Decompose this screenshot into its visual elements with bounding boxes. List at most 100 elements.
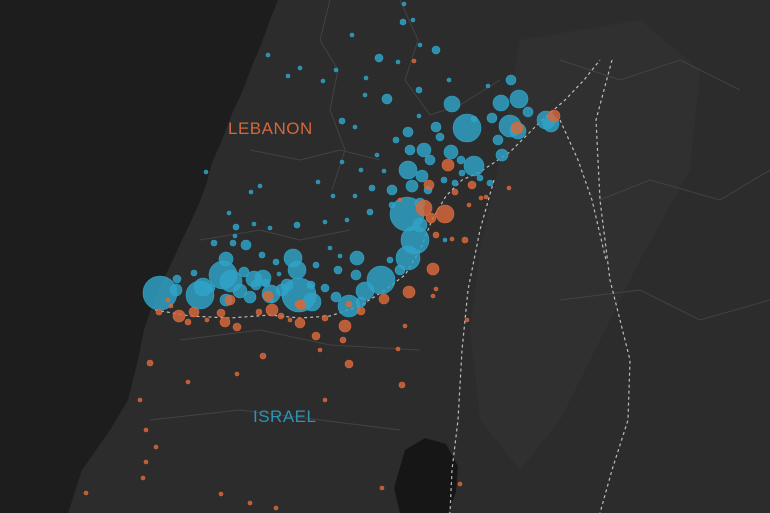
blue-event-dot[interactable] (208, 260, 238, 290)
orange-event-dot[interactable] (441, 158, 455, 172)
blue-event-dot[interactable] (238, 266, 250, 278)
orange-event-dot[interactable] (379, 485, 385, 491)
blue-event-dot[interactable] (344, 217, 350, 223)
blue-event-dot[interactable] (394, 264, 406, 276)
blue-event-dot[interactable] (399, 18, 407, 26)
orange-event-dot[interactable] (143, 459, 149, 465)
blue-event-dot[interactable] (248, 189, 254, 195)
blue-event-dot[interactable] (226, 210, 232, 216)
orange-event-dot[interactable] (356, 306, 366, 316)
blue-event-dot[interactable] (330, 193, 336, 199)
blue-event-dot[interactable] (327, 245, 333, 251)
orange-event-dot[interactable] (478, 195, 484, 201)
orange-event-dot[interactable] (259, 352, 267, 360)
blue-event-dot[interactable] (251, 221, 257, 227)
blue-event-dot[interactable] (257, 183, 263, 189)
orange-event-dot[interactable] (506, 185, 512, 191)
blue-event-dot[interactable] (338, 117, 346, 125)
blue-event-dot[interactable] (398, 160, 418, 180)
orange-event-dot[interactable] (467, 180, 477, 190)
orange-event-dot[interactable] (411, 58, 417, 64)
orange-event-dot[interactable] (402, 285, 416, 299)
orange-event-dot[interactable] (140, 475, 146, 481)
blue-event-dot[interactable] (443, 144, 459, 160)
orange-event-dot[interactable] (415, 199, 433, 217)
orange-event-dot[interactable] (322, 397, 328, 403)
orange-event-dot[interactable] (339, 336, 347, 344)
orange-event-dot[interactable] (433, 286, 439, 292)
blue-event-dot[interactable] (435, 132, 445, 142)
blue-event-dot[interactable] (240, 239, 252, 251)
orange-event-dot[interactable] (294, 300, 302, 308)
orange-event-dot[interactable] (232, 322, 242, 332)
blue-event-dot[interactable] (470, 115, 478, 123)
orange-event-dot[interactable] (262, 290, 274, 302)
orange-event-dot[interactable] (234, 371, 240, 377)
orange-event-dot[interactable] (277, 312, 285, 320)
blue-event-dot[interactable] (232, 283, 248, 299)
blue-event-dot[interactable] (337, 253, 343, 259)
orange-event-dot[interactable] (398, 381, 406, 389)
orange-event-dot[interactable] (247, 500, 253, 506)
blue-event-dot[interactable] (492, 94, 510, 112)
blue-event-dot[interactable] (265, 52, 271, 58)
blue-event-dot[interactable] (206, 283, 216, 293)
orange-event-dot[interactable] (184, 318, 192, 326)
blue-event-dot[interactable] (495, 148, 509, 162)
orange-event-dot[interactable] (397, 197, 403, 203)
blue-event-dot[interactable] (355, 296, 367, 308)
blue-event-dot[interactable] (363, 75, 369, 81)
blue-event-dot[interactable] (320, 283, 330, 293)
blue-event-dot[interactable] (297, 65, 303, 71)
blue-event-dot[interactable] (442, 237, 448, 243)
blue-event-dot[interactable] (349, 250, 365, 266)
blue-event-dot[interactable] (416, 113, 422, 119)
orange-event-dot[interactable] (426, 262, 440, 276)
orange-event-dot[interactable] (432, 231, 440, 239)
orange-event-dot[interactable] (466, 202, 472, 208)
orange-event-dot[interactable] (402, 323, 408, 329)
orange-event-dot[interactable] (137, 397, 143, 403)
blue-event-dot[interactable] (350, 269, 362, 281)
orange-event-dot[interactable] (461, 236, 469, 244)
blue-event-dot[interactable] (285, 73, 291, 79)
orange-event-dot[interactable] (155, 308, 163, 316)
blue-event-dot[interactable] (440, 176, 448, 184)
blue-event-dot[interactable] (352, 124, 358, 130)
blue-event-dot[interactable] (315, 179, 321, 185)
blue-event-dot[interactable] (492, 134, 504, 146)
orange-event-dot[interactable] (451, 188, 459, 196)
blue-event-dot[interactable] (401, 1, 407, 7)
blue-event-dot[interactable] (210, 239, 218, 247)
blue-event-dot[interactable] (280, 278, 294, 292)
orange-event-dot[interactable] (378, 293, 390, 305)
blue-event-dot[interactable] (463, 155, 485, 177)
blue-event-dot[interactable] (456, 155, 466, 165)
blue-event-dot[interactable] (509, 89, 529, 109)
blue-event-dot[interactable] (415, 86, 423, 94)
blue-event-dot[interactable] (381, 93, 393, 105)
orange-event-dot[interactable] (547, 109, 561, 123)
blue-event-dot[interactable] (276, 271, 282, 277)
blue-event-dot[interactable] (374, 152, 380, 158)
blue-event-dot[interactable] (322, 219, 328, 225)
blue-event-dot[interactable] (476, 174, 484, 182)
orange-event-dot[interactable] (317, 347, 323, 353)
blue-event-dot[interactable] (306, 280, 316, 290)
orange-event-dot[interactable] (457, 481, 463, 487)
blue-event-dot[interactable] (446, 77, 452, 83)
blue-event-dot[interactable] (381, 168, 387, 174)
blue-event-dot[interactable] (272, 258, 280, 266)
blue-event-dot[interactable] (392, 136, 400, 144)
blue-event-dot[interactable] (486, 112, 498, 124)
orange-event-dot[interactable] (204, 317, 210, 323)
blue-event-dot[interactable] (451, 179, 459, 187)
orange-event-dot[interactable] (172, 309, 186, 323)
blue-event-dot[interactable] (250, 279, 262, 291)
orange-event-dot[interactable] (219, 316, 231, 328)
blue-event-dot[interactable] (374, 53, 384, 63)
orange-event-dot[interactable] (83, 490, 89, 496)
blue-event-dot[interactable] (443, 95, 461, 113)
blue-event-dot[interactable] (386, 184, 398, 196)
